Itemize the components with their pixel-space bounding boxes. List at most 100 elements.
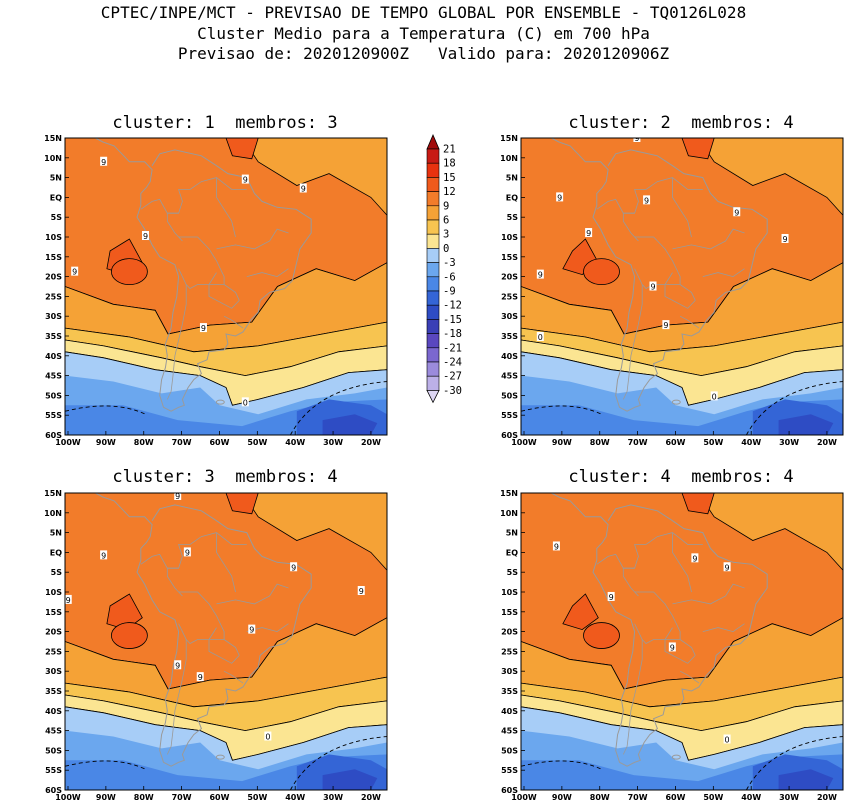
lat-tick-label: 10S xyxy=(501,588,518,597)
panel-frame xyxy=(64,492,388,791)
country-border xyxy=(208,639,240,664)
colorbar-label: 18 xyxy=(443,158,456,170)
contour-label: 9 xyxy=(557,193,562,202)
lat-tick-label: 55S xyxy=(501,766,518,775)
lat-tick-label: 10N xyxy=(500,509,518,518)
negative-contour xyxy=(746,381,843,435)
country-border xyxy=(596,553,635,569)
lon-tick-label: 60W xyxy=(209,438,229,447)
colorbar-swatch xyxy=(426,347,440,363)
contour-label: 9 xyxy=(243,176,248,185)
lon-tick-label: 70W xyxy=(628,438,648,447)
contour-label: 0 xyxy=(538,333,543,342)
lat-tick-label: 40S xyxy=(501,352,518,361)
lat-tick-label: 35S xyxy=(45,687,62,696)
contour-label: 9 xyxy=(650,283,655,292)
country-border xyxy=(166,284,187,400)
contour-label-box xyxy=(643,195,651,205)
panel-frame xyxy=(520,492,844,791)
colorbar-swatch xyxy=(426,276,440,292)
coastline xyxy=(551,138,768,412)
contour-label: 0 xyxy=(725,736,730,745)
country-border xyxy=(216,177,236,238)
temperature-band xyxy=(225,493,259,515)
lon-tick-label: 20W xyxy=(817,793,837,802)
contour-label-box xyxy=(691,553,699,563)
contour-label-box xyxy=(556,192,564,202)
lat-tick-label: 35S xyxy=(501,332,518,341)
lat-tick-label: 20S xyxy=(501,273,518,282)
lon-tick-label: 70W xyxy=(172,438,192,447)
colorbar-swatch xyxy=(426,333,440,349)
figure-title-line-3: Previsao de: 2020120900Z Valido para: 20… xyxy=(177,44,670,63)
colorbar-label: 15 xyxy=(443,172,456,184)
lon-tick-label: 90W xyxy=(96,793,116,802)
temperature-band xyxy=(225,138,259,160)
lat-tick-label: 5N xyxy=(506,529,518,538)
country-border xyxy=(672,177,692,238)
country-border xyxy=(178,236,240,301)
country-border xyxy=(622,284,643,400)
lat-tick-label: EQ xyxy=(506,193,518,202)
country-border xyxy=(223,670,244,684)
contour-label: 9 xyxy=(692,554,697,563)
contour-label: 9 xyxy=(538,271,543,280)
panel-title-cluster-4: cluster: 4 membros: 4 xyxy=(568,467,794,487)
temperature-band xyxy=(778,414,834,435)
lon-tick-label: 80W xyxy=(590,793,610,802)
lat-tick-label: 15S xyxy=(45,253,62,262)
lon-tick-label: 90W xyxy=(552,438,572,447)
colorbar-label: 3 xyxy=(443,229,449,241)
contour-label: 9 xyxy=(175,492,180,501)
contour-label-box xyxy=(241,397,249,407)
contour-label-box xyxy=(536,331,544,341)
country-border xyxy=(672,532,692,593)
colorbar-label: -12 xyxy=(443,300,462,312)
contour-label: 9 xyxy=(670,643,675,652)
contour-label-box xyxy=(552,541,560,551)
colorbar-label: 9 xyxy=(443,200,449,212)
coastline xyxy=(95,493,312,767)
colorbar-label: -21 xyxy=(443,342,462,354)
country-border xyxy=(634,591,696,656)
lat-tick-label: 15S xyxy=(45,608,62,617)
lon-tick-label: 40W xyxy=(741,438,761,447)
lat-tick-label: 45S xyxy=(45,372,62,381)
colorbar-label: -9 xyxy=(443,286,456,298)
colorbar-label: -30 xyxy=(443,385,462,397)
contour-label: 9 xyxy=(634,134,639,143)
country-border xyxy=(634,623,673,644)
lat-tick-label: EQ xyxy=(506,548,518,557)
colorbar-label: 12 xyxy=(443,186,456,198)
warm-core xyxy=(583,258,620,286)
lon-tick-label: 100W xyxy=(55,793,81,802)
country-border xyxy=(167,177,247,214)
lon-tick-label: 80W xyxy=(590,438,610,447)
country-border xyxy=(622,213,639,242)
lat-tick-label: 25S xyxy=(45,647,62,656)
lon-tick-label: 60W xyxy=(209,793,229,802)
negative-contour xyxy=(290,736,387,790)
contour-label: 9 xyxy=(725,563,730,572)
country-border xyxy=(664,284,696,309)
lat-tick-label: 30S xyxy=(501,312,518,321)
colorbar-swatch xyxy=(426,162,440,178)
country-border xyxy=(223,315,244,329)
lat-tick-label: 45S xyxy=(501,372,518,381)
lat-tick-label: 60S xyxy=(501,431,518,440)
panel-title-cluster-3: cluster: 3 membros: 4 xyxy=(112,467,338,487)
lat-tick-label: 15S xyxy=(501,253,518,262)
lat-tick-label: 10N xyxy=(500,154,518,163)
temperature-band xyxy=(322,414,378,435)
temperature-band xyxy=(681,493,715,515)
colorbar-label: -24 xyxy=(443,357,462,369)
country-border xyxy=(622,568,639,597)
lat-tick-label: 30S xyxy=(501,667,518,676)
contour-label: 0 xyxy=(265,733,270,742)
lat-tick-label: 5N xyxy=(506,174,518,183)
contour-label: 9 xyxy=(609,593,614,602)
coastline xyxy=(551,493,768,767)
colorbar-label: 0 xyxy=(443,243,449,255)
panel-frame xyxy=(64,137,388,436)
